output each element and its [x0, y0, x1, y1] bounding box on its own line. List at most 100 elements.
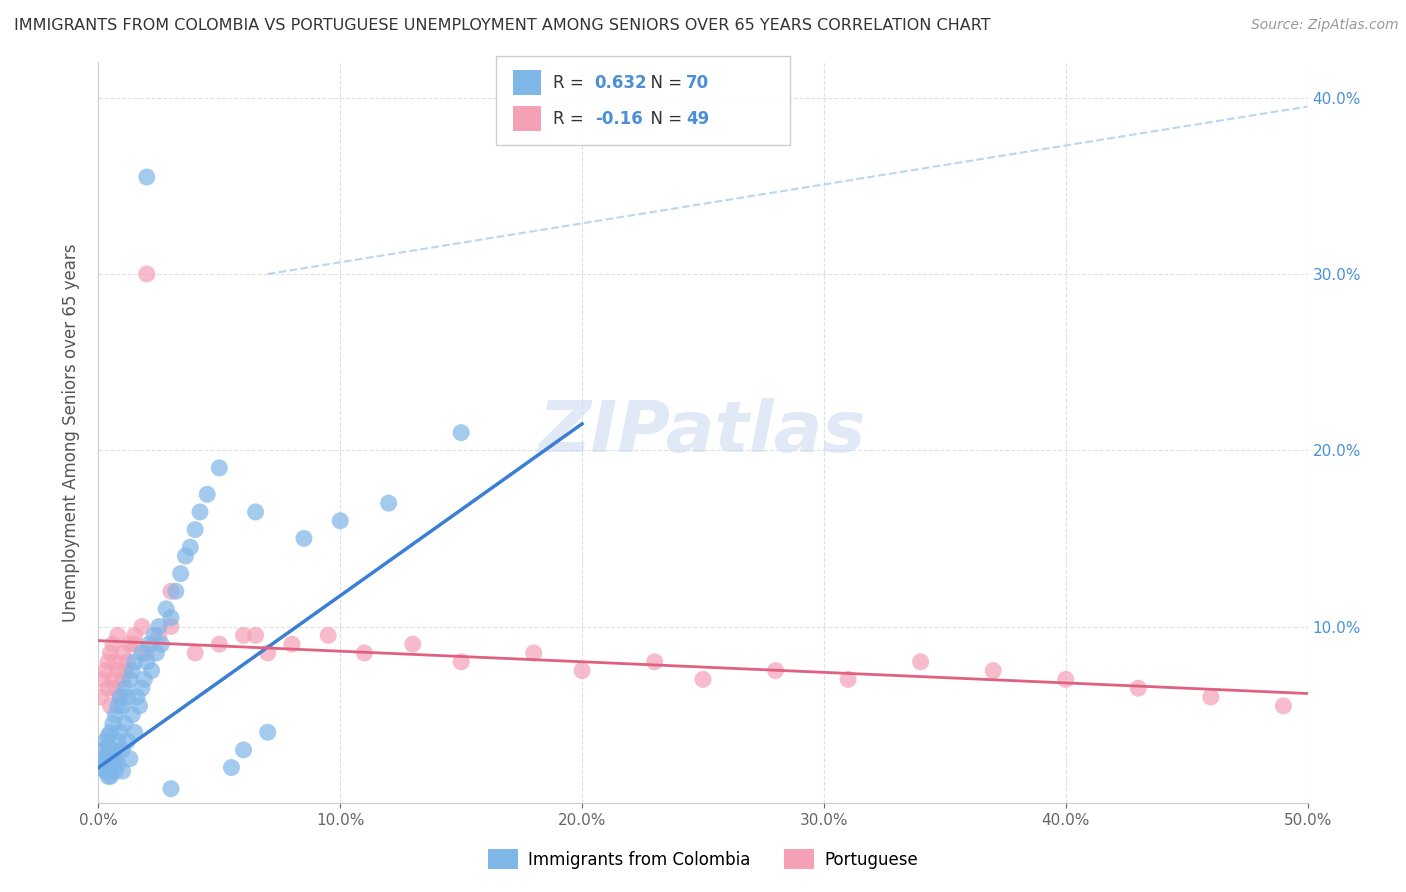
Point: [135, 646, 157, 660]
Point: [1199, 690, 1222, 704]
Point: [148, 619, 170, 633]
Text: 0.632: 0.632: [595, 74, 647, 92]
Point: [101, 716, 124, 731]
Point: [114, 664, 136, 678]
Point: [104, 707, 127, 722]
Point: [108, 690, 131, 704]
Point: [131, 681, 153, 696]
Text: 70: 70: [686, 74, 709, 92]
Point: [765, 664, 787, 678]
Point: [245, 628, 267, 642]
Point: [104, 655, 127, 669]
Point: [111, 646, 134, 660]
Point: [97, 681, 120, 696]
Point: [150, 637, 173, 651]
Point: [523, 646, 546, 660]
Point: [118, 637, 141, 651]
Point: [1128, 681, 1150, 696]
Point: [124, 655, 146, 669]
Text: IMMIGRANTS FROM COLOMBIA VS PORTUGUESE UNEMPLOYMENT AMONG SENIORS OVER 65 YEARS : IMMIGRANTS FROM COLOMBIA VS PORTUGUESE U…: [14, 18, 991, 33]
Point: [292, 532, 315, 546]
Point: [692, 673, 714, 687]
Point: [160, 610, 183, 624]
Point: [131, 646, 153, 660]
Point: [160, 584, 183, 599]
Point: [316, 628, 339, 642]
Point: [135, 267, 157, 281]
Point: [450, 425, 472, 440]
Point: [160, 781, 183, 796]
Point: [97, 769, 120, 783]
Legend: Immigrants from Colombia, Portuguese: Immigrants from Colombia, Portuguese: [482, 842, 924, 876]
Point: [107, 734, 129, 748]
Point: [111, 673, 134, 687]
Point: [837, 673, 859, 687]
Text: ZIPatlas: ZIPatlas: [540, 398, 866, 467]
Point: [91, 743, 114, 757]
Point: [111, 743, 134, 757]
Point: [148, 628, 170, 642]
Point: [128, 698, 150, 713]
Point: [111, 698, 134, 713]
Point: [121, 664, 143, 678]
Point: [195, 487, 218, 501]
Point: [117, 734, 139, 748]
Point: [124, 637, 146, 651]
Text: 49: 49: [686, 110, 710, 128]
Point: [232, 628, 254, 642]
Point: [100, 769, 122, 783]
Point: [232, 743, 254, 757]
Point: [94, 734, 117, 748]
Point: [101, 743, 124, 757]
Point: [118, 673, 141, 687]
Point: [124, 628, 146, 642]
Point: [101, 637, 124, 651]
Point: [135, 169, 157, 184]
Point: [100, 760, 122, 774]
Point: [94, 664, 117, 678]
Point: [179, 540, 201, 554]
Point: [1272, 698, 1295, 713]
Point: [450, 655, 472, 669]
Point: [91, 673, 114, 687]
Point: [111, 764, 134, 778]
Point: [135, 655, 157, 669]
Point: [245, 505, 267, 519]
Point: [114, 681, 136, 696]
Point: [143, 628, 166, 642]
Point: [281, 637, 304, 651]
Point: [108, 725, 131, 739]
Point: [90, 690, 112, 704]
Point: [165, 584, 187, 599]
Point: [107, 757, 129, 772]
Point: [256, 646, 278, 660]
Point: [174, 549, 197, 563]
Point: [138, 637, 160, 651]
Point: [571, 664, 593, 678]
Text: R =: R =: [553, 74, 589, 92]
Point: [104, 764, 127, 778]
Point: [108, 690, 131, 704]
Point: [90, 760, 112, 774]
Y-axis label: Unemployment Among Seniors over 65 years: Unemployment Among Seniors over 65 years: [62, 244, 80, 622]
Text: N =: N =: [640, 74, 688, 92]
Point: [329, 514, 352, 528]
Point: [117, 655, 139, 669]
Point: [124, 725, 146, 739]
Point: [94, 764, 117, 778]
Point: [101, 673, 124, 687]
Point: [184, 523, 207, 537]
Point: [256, 725, 278, 739]
Point: [160, 619, 183, 633]
Point: [97, 739, 120, 754]
Point: [94, 757, 117, 772]
Point: [97, 747, 120, 761]
Text: N =: N =: [640, 110, 688, 128]
Text: Source: ZipAtlas.com: Source: ZipAtlas.com: [1251, 18, 1399, 32]
Point: [353, 646, 375, 660]
Point: [208, 637, 231, 651]
Point: [184, 646, 207, 660]
Point: [1054, 673, 1077, 687]
Point: [221, 760, 243, 774]
Point: [104, 752, 127, 766]
